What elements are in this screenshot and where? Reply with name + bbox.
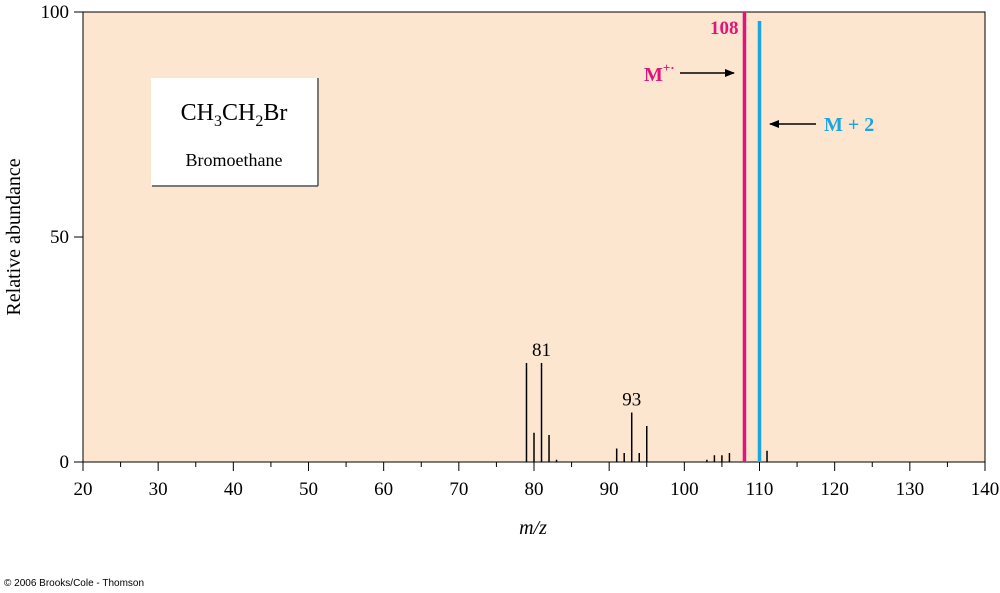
molecular-ion-label: M+· <box>644 60 675 86</box>
x-axis: 20 30 40 50 60 70 80 90 100 110 120 130 140 <box>74 462 1000 500</box>
x-tick-label-50: 50 <box>299 479 318 500</box>
compound-name: Bromoethane <box>186 150 283 170</box>
peak-labels: 81 93 108 <box>532 18 738 411</box>
x-tick-label-60: 60 <box>374 479 393 500</box>
x-tick-label-80: 80 <box>525 479 544 500</box>
x-tick-label-30: 30 <box>149 479 168 500</box>
peaks-group <box>525 12 768 462</box>
y-tick-label-50: 50 <box>50 227 69 248</box>
m-plus-2-label: M + 2 <box>824 114 874 136</box>
x-tick-label-130: 130 <box>896 479 925 500</box>
y-axis: 0 50 100 <box>41 2 83 473</box>
peak-label-81: 81 <box>532 340 551 361</box>
x-tick-label-140: 140 <box>971 479 1000 500</box>
compound-formula: CH3CH2Br <box>181 100 288 130</box>
x-tick-label-120: 120 <box>820 479 849 500</box>
copyright-notice: © 2006 Brooks/Cole - Thomson <box>4 578 145 589</box>
x-axis-title: m/z <box>519 517 547 539</box>
x-tick-label-70: 70 <box>449 479 468 500</box>
y-axis-title: Relative abundance <box>3 158 25 315</box>
x-tick-label-110: 110 <box>746 479 774 500</box>
x-tick-label-90: 90 <box>600 479 619 500</box>
peak-label-93: 93 <box>622 390 641 411</box>
x-tick-label-100: 100 <box>670 479 699 500</box>
peak-label-108: 108 <box>710 18 739 39</box>
y-tick-label-0: 0 <box>60 452 70 473</box>
y-tick-label-100: 100 <box>41 2 70 23</box>
x-tick-label-20: 20 <box>74 479 93 500</box>
compound-box: CH3CH2Br Bromoethane <box>151 78 319 187</box>
molecular-ion-annotation: M+· <box>644 60 735 86</box>
m-plus-2-annotation: M + 2 <box>769 114 874 136</box>
x-tick-label-40: 40 <box>224 479 243 500</box>
